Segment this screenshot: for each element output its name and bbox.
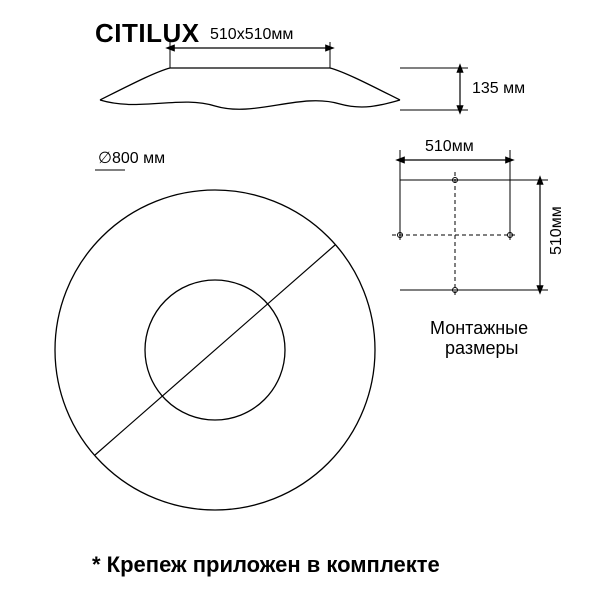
mounting-caption-line1: Монтажные <box>430 318 528 339</box>
dim-label-mount-h: 510мм <box>425 138 474 156</box>
dim-label-mount-v: 510мм <box>548 206 566 255</box>
side-view-profile <box>100 68 400 109</box>
dim-label-top-width: 510x510мм <box>210 26 293 44</box>
diameter-line <box>95 245 335 455</box>
footer-note: * Крепеж приложен в комплекте <box>92 552 440 578</box>
mounting-caption-line2: размеры <box>445 338 518 359</box>
dim-label-height: 135 мм <box>472 80 525 98</box>
dim-label-diameter: ∅800 мм <box>98 148 165 168</box>
